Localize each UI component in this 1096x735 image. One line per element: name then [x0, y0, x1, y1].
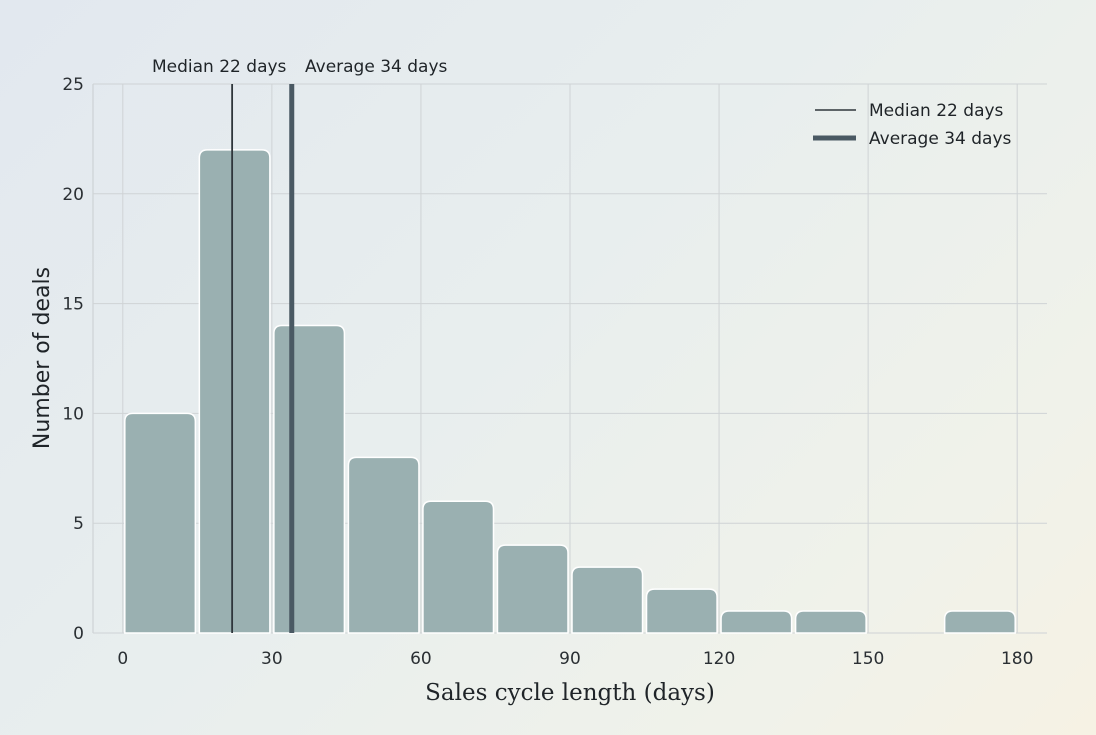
tick-labels: 0 5 10 15 20 25 0 30 60 90 120 150 180: [62, 75, 1033, 669]
x-tick-label: 60: [410, 649, 432, 669]
histogram-bar: [943, 610, 1016, 634]
histogram-bar: [794, 610, 867, 634]
x-tick-label: 0: [117, 649, 128, 669]
histogram-bar: [720, 610, 793, 634]
legend-average-label: Average 34 days: [869, 129, 1012, 149]
x-tick-label: 150: [852, 649, 884, 669]
y-tick-label: 25: [62, 75, 84, 95]
y-tick-label: 20: [62, 185, 84, 205]
x-axis-label: Sales cycle length (days): [425, 680, 715, 706]
bars: [124, 149, 1016, 634]
histogram-bar: [571, 566, 644, 634]
reference-lines: [231, 84, 295, 633]
x-tick-label: 180: [1001, 649, 1033, 669]
histogram-bar: [645, 588, 718, 634]
histogram-bar: [347, 456, 420, 634]
legend-median-label: Median 22 days: [869, 101, 1004, 121]
histogram-bar: [273, 324, 346, 634]
y-tick-label: 5: [73, 514, 84, 534]
histogram-bar: [198, 149, 271, 634]
average-annotation: Average 34 days: [305, 57, 448, 77]
median-annotation: Median 22 days: [152, 57, 287, 77]
histogram-bar: [496, 544, 569, 634]
x-tick-label: 120: [703, 649, 735, 669]
y-axis-label: Number of deals: [30, 267, 55, 449]
x-tick-label: 30: [261, 649, 283, 669]
y-tick-label: 15: [62, 295, 84, 315]
legend: Median 22 days Average 34 days: [813, 101, 1012, 149]
x-tick-label: 90: [559, 649, 581, 669]
y-tick-label: 10: [62, 404, 84, 424]
histogram-bar: [124, 412, 197, 634]
y-tick-label: 0: [73, 624, 84, 644]
histogram-bar: [422, 500, 495, 634]
